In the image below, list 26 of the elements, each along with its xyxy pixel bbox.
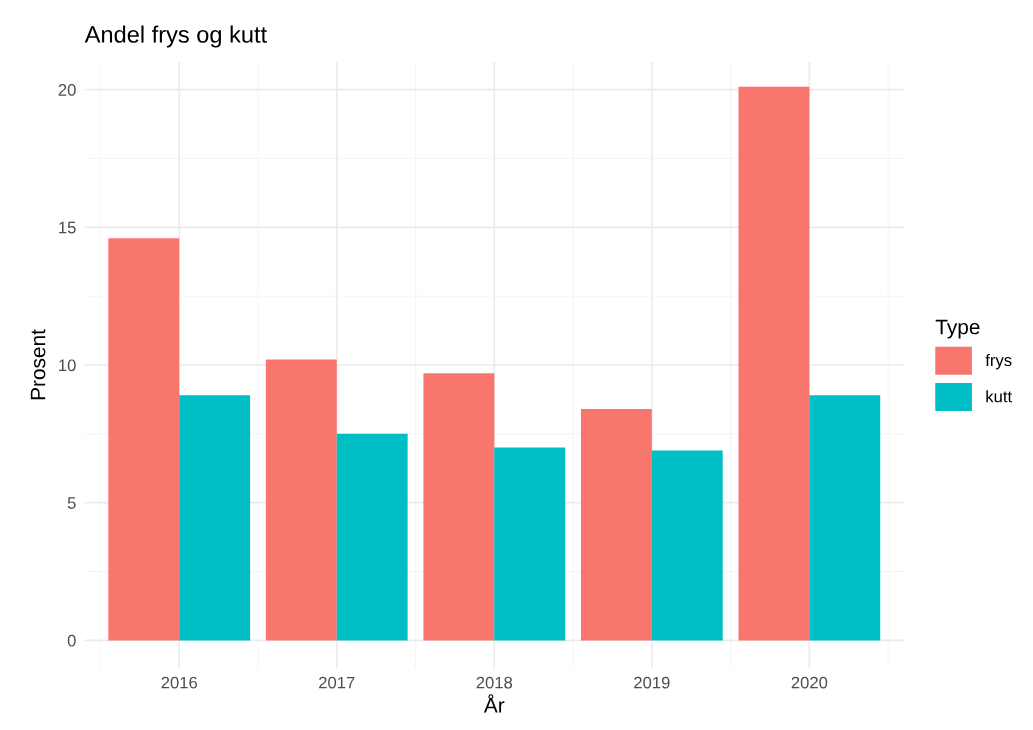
bar [179,395,251,641]
x-tick-label: 2018 [476,676,513,689]
x-tick-label: 2017 [319,676,355,689]
bar [336,433,408,641]
bar [494,447,566,641]
y-tick-label: 0 [67,634,76,647]
chart-title: Andel frys og kutt [84,25,267,48]
x-tick-label: 2016 [161,676,198,689]
y-tick-label: 20 [58,83,76,96]
bar [580,409,652,641]
legend-label: kutt [986,390,1012,403]
bar [809,395,881,641]
bar [265,359,337,641]
y-tick-label: 10 [59,359,76,372]
bar [651,450,723,641]
y-tick-label: 15 [59,221,76,234]
legend-label: frys [985,353,1012,370]
bar [738,86,810,641]
x-tick-label: 2020 [791,676,828,689]
y-tick-label: 5 [67,497,76,509]
x-tick-label: 2019 [634,676,670,689]
bar [108,238,180,641]
bar [423,373,495,641]
x-axis-title: År [483,694,505,713]
y-axis-title: Prosent [30,329,46,400]
legend-title: Type [935,319,980,339]
